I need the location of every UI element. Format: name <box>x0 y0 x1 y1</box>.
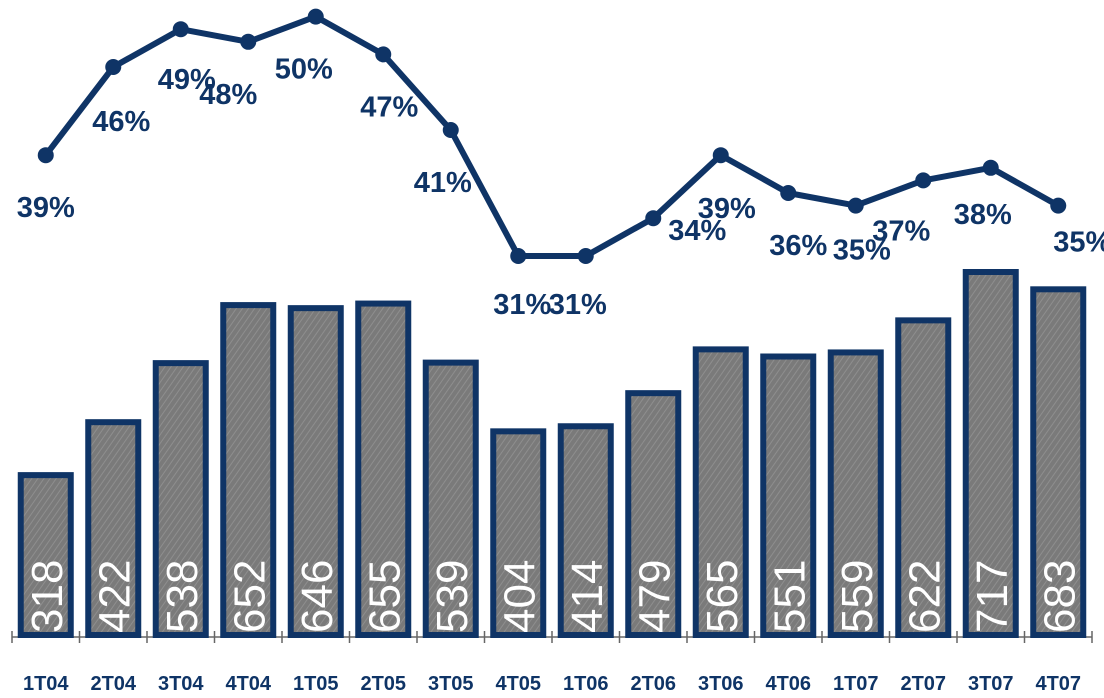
x-tick-label: 1T07 <box>833 673 879 695</box>
line-point <box>37 147 54 164</box>
line-point <box>240 33 257 50</box>
bar <box>422 359 479 638</box>
bar-value-label: 565 <box>698 560 747 633</box>
line-value-label: 31% <box>493 289 551 321</box>
bar <box>287 305 344 638</box>
bar-series <box>17 269 1087 639</box>
line-series <box>37 8 1067 264</box>
line-point <box>172 21 189 38</box>
line-value-label: 49% <box>158 64 216 96</box>
bar <box>962 269 1019 638</box>
x-tick-label: 1T05 <box>293 673 339 695</box>
bar-value-label: 717 <box>968 560 1017 633</box>
bar-value-label: 551 <box>765 560 814 633</box>
bar-value-label: 422 <box>90 560 139 633</box>
x-tick-label: 4T06 <box>765 673 811 695</box>
bar <box>692 346 749 638</box>
x-tick-label: 3T05 <box>428 673 474 695</box>
line-point <box>1050 197 1067 214</box>
x-tick-label: 2T06 <box>630 673 676 695</box>
bar-value-label: 414 <box>563 560 612 633</box>
line-point <box>712 147 729 164</box>
x-tick-label: 1T06 <box>563 673 609 695</box>
line-value-label: 50% <box>275 54 333 86</box>
bar-value-label: 683 <box>1035 560 1084 633</box>
x-tick-label: 1T04 <box>23 673 69 695</box>
x-axis: 1T04 2T04 3T04 4T04 1T05 2T05 3T05 4T05 1T06 2T06… <box>11 631 1093 695</box>
bar <box>490 428 547 638</box>
data-labels: 318 422 538 652 646 655 539 404 414 479 565 551 559 6… <box>17 54 1104 633</box>
bar-value-label: 559 <box>833 560 882 633</box>
line-point <box>375 46 392 63</box>
x-tick-label: 2T04 <box>90 673 136 695</box>
bar <box>827 349 884 638</box>
bar <box>17 472 74 638</box>
bar <box>152 360 209 638</box>
bar <box>355 300 412 638</box>
x-tick-label: 4T07 <box>1035 673 1081 695</box>
bar <box>895 317 952 638</box>
bar <box>85 419 142 639</box>
line-point <box>645 210 662 227</box>
line-value-label: 31% <box>549 289 607 321</box>
line-point <box>982 159 999 176</box>
x-tick-label: 3T07 <box>968 673 1014 695</box>
line-path <box>43 13 1060 259</box>
line-value-label: 47% <box>360 91 418 123</box>
bar-value-label: 646 <box>293 560 342 633</box>
line-value-label: 41% <box>414 167 472 199</box>
line-value-label: 38% <box>954 199 1012 231</box>
x-tick-label: 4T05 <box>495 673 541 695</box>
bar <box>760 353 817 638</box>
bar <box>625 390 682 638</box>
bar-value-label: 318 <box>23 560 72 633</box>
line-value-label: 37% <box>872 215 930 247</box>
line-value-label: 48% <box>199 79 257 111</box>
line-point <box>915 172 932 189</box>
bar-value-label: 404 <box>495 560 544 633</box>
line-value-label: 46% <box>92 106 150 138</box>
bar <box>1030 286 1087 638</box>
bar-value-label: 538 <box>158 560 207 633</box>
line-value-label: 34% <box>668 215 726 247</box>
bar-value-label: 622 <box>900 560 949 633</box>
bar-value-label: 479 <box>630 560 679 633</box>
bar-value-label: 539 <box>428 560 477 633</box>
line-value-label: 35% <box>1053 227 1104 259</box>
bar <box>557 423 614 638</box>
line-point <box>577 248 594 264</box>
line-point <box>442 122 459 138</box>
bar-value-label: 655 <box>360 560 409 633</box>
bar-value-label: 652 <box>225 560 274 633</box>
x-tick-label: 2T07 <box>900 673 946 695</box>
line-point <box>780 185 797 201</box>
x-tick-label: 3T04 <box>158 673 204 695</box>
line-point <box>510 248 527 264</box>
line-value-label: 39% <box>698 193 756 225</box>
line-value-label: 35% <box>833 235 891 267</box>
line-point <box>847 197 864 214</box>
x-tick-label: 2T05 <box>360 673 406 695</box>
line-value-label: 39% <box>17 192 75 224</box>
line-value-label: 36% <box>769 230 827 262</box>
x-tick-label: 3T06 <box>698 673 744 695</box>
line-point <box>105 59 122 75</box>
bar <box>220 302 277 638</box>
x-tick-label: 4T04 <box>225 673 271 695</box>
line-point <box>307 8 324 25</box>
